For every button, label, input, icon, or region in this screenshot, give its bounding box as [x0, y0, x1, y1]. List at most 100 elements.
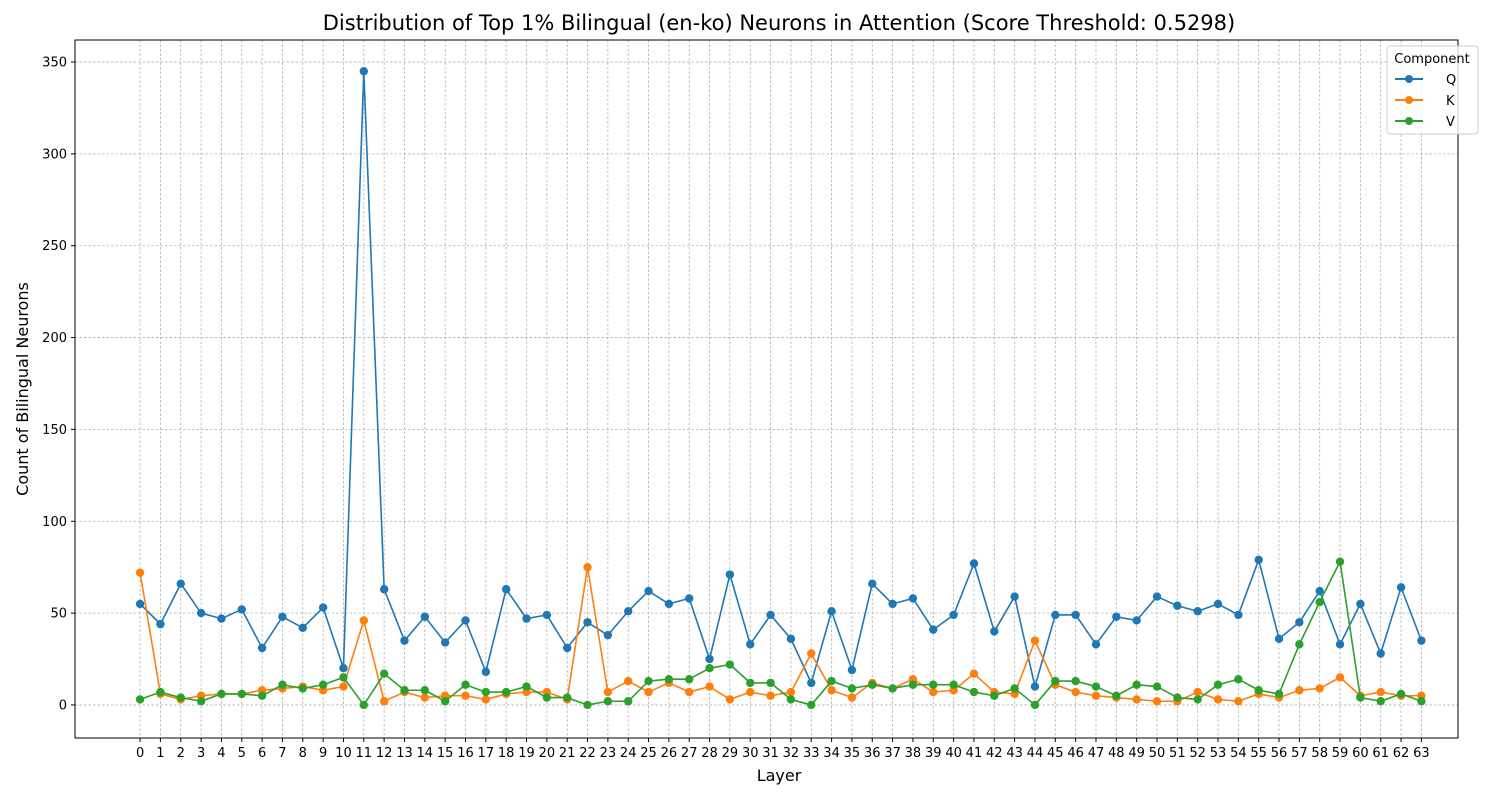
series-k [135, 562, 1426, 706]
data-point-v [1274, 689, 1284, 699]
data-point-v [1010, 684, 1019, 693]
x-tick-label: 47 [1088, 746, 1105, 761]
x-tick-label: 23 [600, 746, 617, 761]
data-point-q [359, 67, 368, 76]
plot-frame [74, 39, 1459, 739]
x-tick-label: 19 [518, 746, 535, 761]
y-tick-label: 200 [42, 331, 67, 346]
legend-entry-k: K [1395, 94, 1455, 109]
data-point-k [746, 687, 755, 697]
data-point-q [746, 640, 755, 649]
data-point-q [847, 665, 857, 675]
y-tick-label: 300 [42, 147, 67, 162]
data-point-v [196, 697, 206, 706]
data-point-v [990, 691, 999, 700]
data-point-q [339, 664, 348, 673]
data-point-v [1315, 597, 1324, 607]
y-tick-label: 150 [42, 423, 67, 438]
data-point-v [1376, 697, 1385, 706]
x-tick-label: 12 [376, 746, 393, 761]
x-tick-label: 16 [457, 746, 474, 761]
data-point-q [1112, 612, 1121, 621]
data-point-q [257, 643, 267, 653]
data-point-q [664, 599, 674, 609]
data-point-k [481, 695, 491, 704]
data-point-q [1234, 610, 1243, 620]
x-tick-label: 59 [1332, 746, 1349, 761]
data-point-q [318, 603, 328, 612]
data-point-k [1193, 687, 1202, 697]
data-point-v [278, 680, 287, 689]
x-tick-label: 5 [238, 746, 246, 761]
x-tick-label: 35 [844, 746, 861, 761]
data-point-v [562, 693, 572, 702]
data-point-v [1356, 693, 1365, 702]
x-tick-label: 61 [1372, 746, 1389, 761]
x-tick-label: 4 [217, 746, 225, 761]
x-tick-label: 3 [197, 746, 205, 761]
data-point-v [1335, 557, 1345, 566]
data-point-k [1152, 697, 1162, 706]
legend-label-q: Q [1446, 73, 1456, 88]
data-point-q [217, 614, 226, 623]
x-tick-label: 53 [1210, 746, 1227, 761]
data-point-q [725, 570, 735, 579]
data-point-v [1051, 676, 1060, 686]
data-point-q [1376, 649, 1385, 658]
data-point-q [705, 654, 714, 664]
x-tick-label: 30 [742, 746, 759, 761]
data-point-q [949, 610, 958, 620]
data-point-k [1234, 697, 1243, 706]
data-point-q [1193, 607, 1202, 616]
y-axis-label: Count of Bilingual Neurons [13, 282, 32, 496]
data-point-v [1295, 640, 1304, 649]
data-point-q [1173, 601, 1182, 610]
data-point-v [1071, 676, 1080, 686]
data-point-v [440, 697, 450, 706]
data-point-k [1376, 687, 1385, 697]
data-point-v [135, 695, 145, 704]
data-point-v [705, 664, 714, 673]
data-point-q [461, 616, 470, 625]
x-tick-label: 57 [1291, 746, 1308, 761]
x-axis-label: Layer [757, 766, 802, 785]
x-tick-label: 54 [1230, 746, 1247, 761]
x-tick-label: 36 [864, 746, 881, 761]
data-point-q [827, 607, 836, 616]
data-point-k [583, 562, 592, 572]
y-tick-label: 0 [59, 698, 67, 713]
data-point-q [1030, 682, 1040, 691]
data-point-v [217, 689, 226, 699]
x-tick-label: 2 [177, 746, 185, 761]
x-tick-label: 13 [396, 746, 413, 761]
data-point-q [929, 625, 938, 634]
data-point-v [827, 676, 836, 686]
data-point-q [1274, 634, 1284, 644]
data-point-v [685, 675, 694, 684]
data-point-q [522, 614, 531, 623]
x-tick-label: 14 [417, 746, 434, 761]
x-tick-label: 43 [1006, 746, 1023, 761]
data-point-q [1417, 636, 1426, 645]
data-point-q [379, 585, 389, 594]
data-point-q [603, 630, 613, 640]
x-tick-label: 22 [579, 746, 596, 761]
x-tick-label: 50 [1149, 746, 1166, 761]
data-point-k [1213, 695, 1223, 704]
data-point-v [542, 693, 552, 702]
data-point-k [359, 616, 368, 625]
x-tick-label: 34 [823, 746, 840, 761]
data-point-k [1295, 686, 1304, 695]
series-v [135, 557, 1426, 710]
data-point-k [379, 697, 389, 706]
x-tick-label: 18 [498, 746, 515, 761]
data-point-v [339, 673, 348, 682]
data-point-q [1335, 640, 1345, 649]
data-point-k [807, 649, 816, 658]
y-tick-label: 250 [42, 239, 67, 254]
data-point-k [624, 676, 633, 686]
data-point-v [1173, 693, 1182, 702]
data-point-v [1091, 682, 1101, 691]
x-tick-label: 41 [966, 746, 983, 761]
